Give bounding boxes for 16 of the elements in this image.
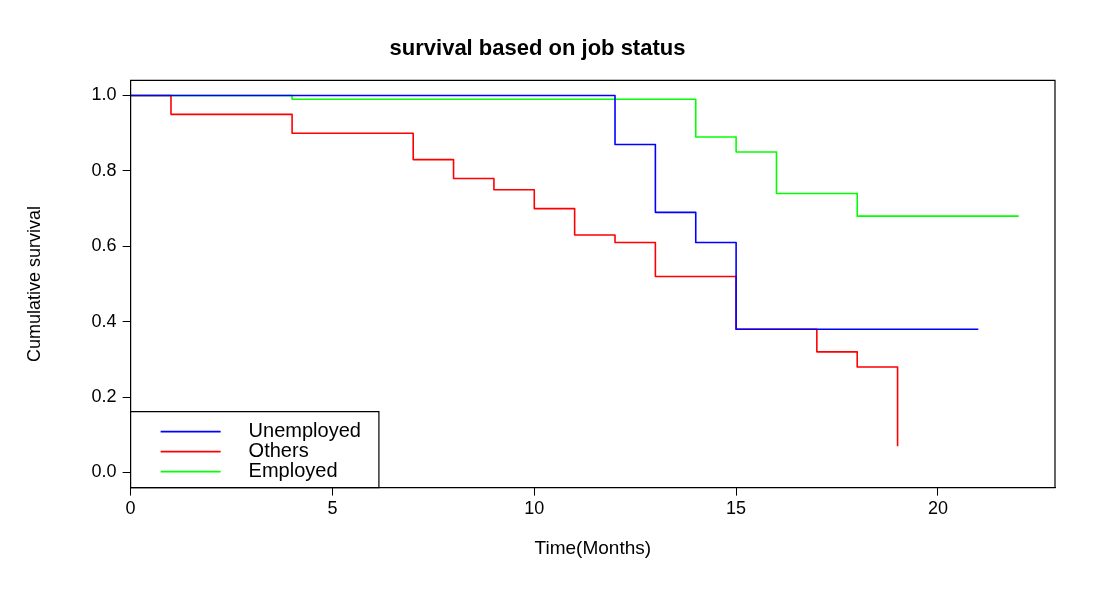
x-tick-label: 15 (726, 498, 747, 519)
x-tick-label: 5 (327, 498, 338, 519)
y-tick-label: 0.2 (91, 386, 117, 407)
legend-label: Employed (248, 459, 338, 482)
y-tick-label: 1.0 (91, 84, 117, 105)
x-tick-label: 10 (524, 498, 545, 519)
y-tick-label: 0.8 (91, 159, 117, 180)
x-tick-label: 0 (125, 498, 136, 519)
chart-title: survival based on job status (389, 35, 686, 61)
legend-label: Unemployed (248, 419, 361, 442)
y-tick-label: 0.6 (91, 235, 117, 256)
y-tick-label: 0.4 (91, 310, 117, 331)
x-tick-label: 20 (927, 498, 948, 519)
y-tick-label: 0.0 (91, 461, 117, 482)
x-axis-title: Time(Months) (534, 536, 652, 558)
y-axis-title: Cumulative survival (23, 205, 44, 363)
